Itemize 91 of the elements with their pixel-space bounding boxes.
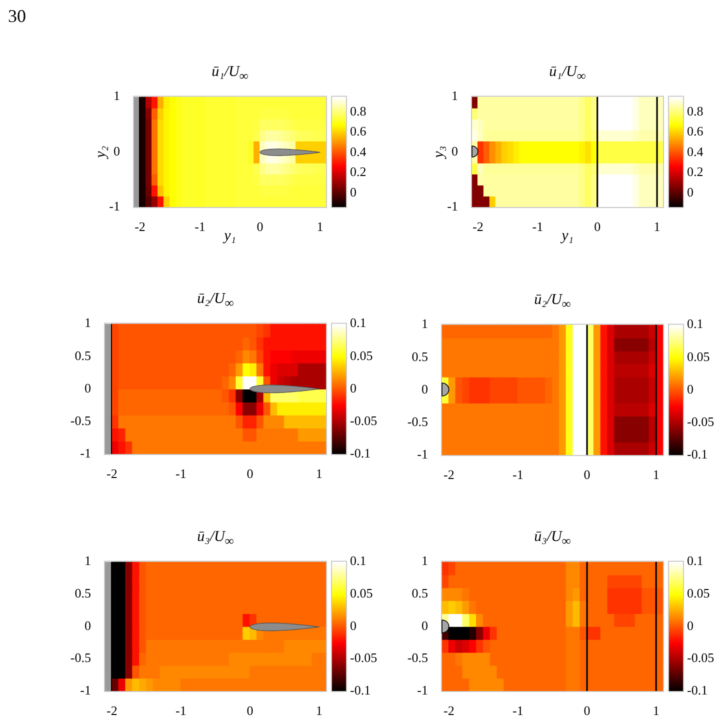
- y-tick-label: 1: [114, 88, 120, 104]
- x-tick-label: 0: [584, 467, 590, 482]
- color-bar-label: -0.05: [687, 650, 714, 666]
- color-bar-label: -0.05: [687, 414, 714, 429]
- color-bar-label: 0.1: [350, 315, 366, 330]
- x-tick-label: -2: [472, 219, 484, 234]
- y-tick-label: 0: [114, 143, 120, 158]
- color-bar-label: 0.6: [687, 124, 704, 139]
- y-tick-label: -0.5: [407, 650, 428, 666]
- y-tick-label: 0: [422, 381, 428, 396]
- x-tick-label: 0: [584, 703, 590, 717]
- x-tick-label: 0: [246, 703, 254, 717]
- color-bar-label: -0.1: [687, 446, 708, 462]
- y-tick-label: -1: [80, 682, 91, 698]
- color-bar-label: 0.6: [350, 124, 367, 139]
- x-tick-label: 1: [652, 703, 660, 717]
- chart-title: ū₂/U$_{∞}$: [533, 291, 572, 311]
- color-bar-label: 0.2: [687, 164, 704, 180]
- y-tick-label: -1: [109, 198, 120, 214]
- chart-title: ū₁/U$_{∞}$: [210, 63, 250, 83]
- color-bar-label: 0.05: [350, 348, 373, 363]
- y-tick-label: 0: [84, 618, 91, 633]
- x-tick-label: -1: [512, 467, 524, 482]
- y-axis-title: y₂: [92, 146, 109, 160]
- color-bar-label: 0.05: [350, 586, 373, 601]
- x-tick-label: 1: [316, 466, 322, 482]
- x-tick-label: 0: [246, 466, 254, 482]
- y-tick-label: 1: [422, 553, 428, 568]
- x-tick-label: -1: [512, 703, 524, 717]
- color-bar-label: 0.4: [350, 144, 367, 159]
- color-bar-label: 0.4: [687, 144, 704, 159]
- chart-title: ū₂/U$_{∞}$: [196, 290, 235, 310]
- color-bar-label: -0.05: [350, 412, 378, 428]
- x-tick-label: -1: [176, 703, 186, 717]
- y-tick-label: 0.5: [74, 348, 91, 363]
- x-tick-label: 1: [654, 219, 660, 234]
- y-tick-label: 0.5: [412, 586, 428, 601]
- chart-title: ū₃/U$_{∞}$: [196, 528, 235, 548]
- color-bar-label: 0.1: [687, 316, 704, 332]
- color-bar-label: 0.1: [687, 553, 704, 568]
- x-tick-label: -1: [176, 466, 186, 482]
- y-tick-label: 0: [422, 618, 428, 633]
- color-bar-label: 0.8: [350, 103, 366, 118]
- y-tick-label: -1: [417, 446, 428, 462]
- y-tick-label: -1: [417, 682, 428, 698]
- y-tick-label: 0.5: [74, 586, 91, 601]
- y-tick-label: -0.5: [70, 650, 91, 666]
- x-tick-label: -2: [443, 703, 454, 717]
- color-bar-label: 0: [350, 184, 356, 200]
- x-tick-label: 1: [316, 219, 324, 234]
- y-tick-label: -1: [447, 198, 458, 214]
- x-tick-label: 0: [594, 219, 601, 234]
- color-bar-label: 0.1: [350, 553, 366, 568]
- color-bar-label: 0.2: [350, 164, 366, 180]
- y-tick-label: 1: [84, 315, 91, 330]
- color-bar-label: -0.1: [687, 682, 708, 698]
- color-bar-label: 0.8: [687, 103, 704, 118]
- text: 30: [8, 5, 26, 27]
- color-bar-label: 0.05: [687, 348, 710, 364]
- color-bar-label: 0: [687, 381, 694, 396]
- x-tick-label: 1: [316, 703, 322, 717]
- color-bar-label: -0.1: [350, 445, 371, 460]
- color-bar-label: -0.05: [350, 650, 378, 666]
- x-tick-label: -1: [194, 219, 206, 234]
- x-tick-label: -1: [532, 219, 544, 234]
- x-tick-label: 1: [652, 467, 660, 482]
- x-tick-label: -2: [106, 703, 118, 717]
- y-tick-label: 0: [84, 380, 91, 396]
- color-bar-label: 0: [687, 184, 694, 200]
- color-bar-label: -0.1: [350, 682, 371, 698]
- chart-title: ū₁/U$_{∞}$: [548, 63, 587, 83]
- y-tick-label: -0.5: [70, 412, 91, 428]
- y-tick-label: 1: [452, 88, 458, 104]
- x-tick-label: -2: [443, 467, 454, 482]
- x-tick-label: -2: [106, 466, 118, 482]
- color-bar-label: 0: [350, 618, 356, 633]
- y-tick-label: 1: [84, 553, 91, 568]
- y-tick-label: 0.5: [412, 348, 428, 364]
- x-axis-title: y₁: [560, 228, 574, 244]
- x-tick-label: -2: [134, 219, 146, 234]
- y-tick-label: 1: [422, 316, 428, 332]
- x-tick-label: 0: [256, 219, 264, 234]
- x-axis-title: y₁: [222, 228, 236, 244]
- color-bar-label: 0: [350, 380, 356, 396]
- color-bar-label: 0: [687, 618, 694, 633]
- y-tick-label: -0.5: [407, 414, 428, 429]
- color-bar-label: 0.05: [687, 586, 710, 601]
- y-tick-label: 0: [452, 143, 458, 158]
- chart-title: ū₃/U$_{∞}$: [533, 528, 572, 548]
- y-axis-title: y₃: [430, 146, 447, 160]
- y-tick-label: -1: [80, 445, 91, 460]
